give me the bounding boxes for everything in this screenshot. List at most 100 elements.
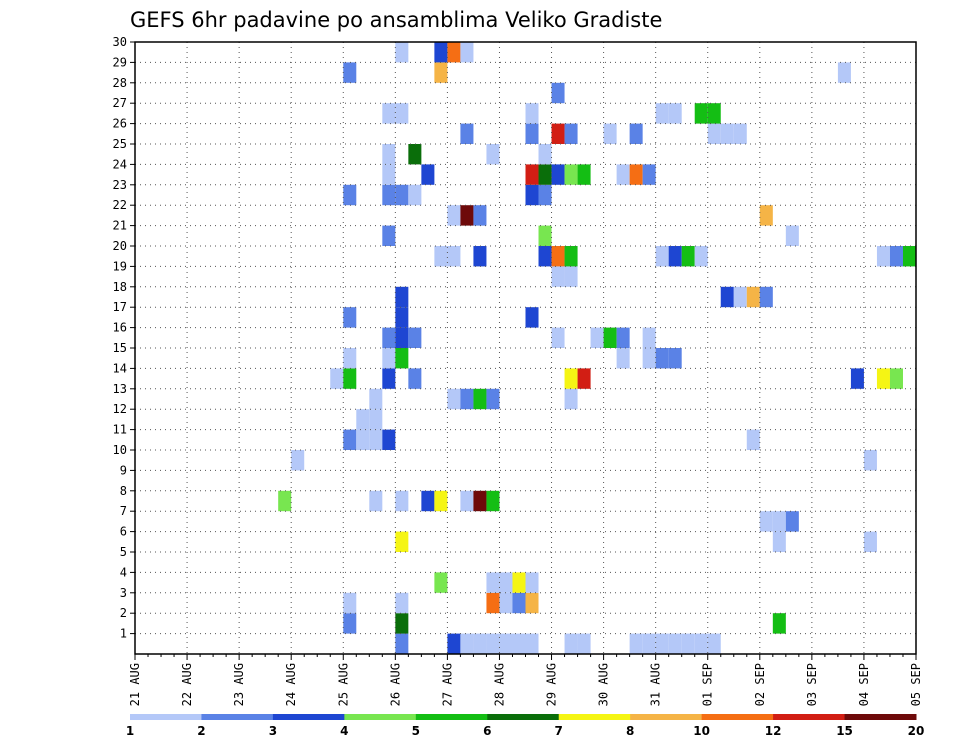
heatmap-cell xyxy=(772,613,786,634)
heatmap-cell xyxy=(512,572,526,593)
heatmap-cell xyxy=(564,164,578,185)
heatmap-cell xyxy=(473,633,487,654)
heatmap-cell xyxy=(616,164,630,185)
heatmap-cell xyxy=(551,123,565,144)
heatmap-cell xyxy=(551,164,565,185)
y-tick-label: 27 xyxy=(113,96,127,110)
heatmap-cell xyxy=(408,184,422,206)
heatmap-cell xyxy=(538,246,552,267)
heatmap-cell xyxy=(421,490,435,512)
heatmap-cell xyxy=(642,633,656,654)
heatmap-cell xyxy=(395,327,409,348)
heatmap-cell xyxy=(369,409,383,430)
heatmap-cell xyxy=(460,633,474,654)
colorbar-swatch xyxy=(558,714,631,720)
colorbar-label: 3 xyxy=(269,724,277,738)
heatmap-cell xyxy=(382,164,396,185)
y-tick-label: 17 xyxy=(113,300,127,314)
heatmap-cell xyxy=(343,613,357,634)
x-tick-label: 04 SEP xyxy=(857,663,871,706)
heatmap-cell xyxy=(369,388,383,410)
x-tick-label: 28 AUG xyxy=(492,663,506,706)
heatmap-cell xyxy=(382,327,396,348)
heatmap-cell xyxy=(837,62,851,83)
y-tick-label: 18 xyxy=(113,280,127,294)
y-tick-label: 6 xyxy=(120,525,127,539)
heatmap-cell xyxy=(668,103,682,124)
y-tick-label: 10 xyxy=(113,443,127,457)
y-tick-label: 11 xyxy=(113,423,127,437)
heatmap-cell xyxy=(538,144,552,165)
heatmap-cell xyxy=(486,144,500,165)
heatmap-cell xyxy=(395,613,409,634)
y-tick-label: 29 xyxy=(113,55,127,69)
heatmap-cell xyxy=(473,490,487,512)
heatmap-cell xyxy=(473,205,487,226)
y-tick-label: 8 xyxy=(120,484,127,498)
x-tick-label: 24 AUG xyxy=(284,663,298,706)
heatmap-cell xyxy=(616,327,630,348)
heatmap-cell xyxy=(564,246,578,267)
heatmap-cell xyxy=(564,633,578,654)
heatmap-cell xyxy=(460,123,474,144)
colorbar-label: 15 xyxy=(836,724,853,738)
heatmap-cell xyxy=(447,205,461,226)
y-tick-label: 15 xyxy=(113,341,127,355)
heatmap-cell xyxy=(564,368,578,389)
heatmap-cell xyxy=(447,633,461,654)
heatmap-cell xyxy=(486,633,500,654)
heatmap-cell xyxy=(434,246,448,267)
y-tick-label: 3 xyxy=(120,586,127,600)
heatmap-cell xyxy=(382,103,396,124)
heatmap-cell xyxy=(395,184,409,206)
heatmap-cell xyxy=(447,246,461,267)
x-tick-label: 30 AUG xyxy=(597,663,611,706)
heatmap-cell xyxy=(395,42,409,63)
heatmap-cell xyxy=(382,429,396,450)
heatmap-cell xyxy=(902,246,916,267)
heatmap-cell xyxy=(551,82,565,104)
y-tick-label: 24 xyxy=(113,157,127,171)
heatmap-cell xyxy=(876,246,890,267)
colorbar-swatch xyxy=(272,714,345,720)
heatmap-cell xyxy=(681,246,695,267)
heatmap-cell xyxy=(694,103,708,124)
heatmap-cell xyxy=(369,429,383,450)
heatmap-cell xyxy=(421,164,435,185)
x-tick-label: 27 AUG xyxy=(440,663,454,706)
heatmap-cell xyxy=(447,42,461,63)
heatmap-cell xyxy=(343,307,357,328)
heatmap-cell xyxy=(382,225,396,246)
x-tick-label: 22 AUG xyxy=(180,663,194,706)
heatmap-cell xyxy=(343,62,357,83)
heatmap-cell xyxy=(668,633,682,654)
x-tick-label: 26 AUG xyxy=(388,663,402,706)
colorbar-label: 2 xyxy=(197,724,205,738)
y-tick-label: 28 xyxy=(113,76,127,90)
heatmap-cell xyxy=(538,184,552,206)
heatmap-cell xyxy=(564,388,578,410)
y-tick-label: 14 xyxy=(113,361,127,375)
heatmap-cell xyxy=(655,348,669,369)
y-axis: 1234567891011121314151617181920212223242… xyxy=(113,35,135,641)
heatmap-cell xyxy=(512,633,526,654)
heatmap-cell xyxy=(408,144,422,165)
x-tick-label: 21 AUG xyxy=(128,663,142,706)
x-tick-label: 03 SEP xyxy=(805,663,819,706)
x-tick-label: 31 AUG xyxy=(649,663,663,706)
colorbar-label: 12 xyxy=(765,724,782,738)
colorbar-swatch xyxy=(844,714,917,720)
chart-title: GEFS 6hr padavine po ansamblima Veliko G… xyxy=(130,8,662,32)
heatmap-cell xyxy=(603,327,617,348)
colorbar-swatch xyxy=(773,714,846,720)
heatmap-cell xyxy=(629,123,643,144)
heatmap-cell xyxy=(434,42,448,63)
heatmap-cell xyxy=(629,633,643,654)
heatmap-cell xyxy=(681,633,695,654)
heatmap-cell xyxy=(642,327,656,348)
heatmap-cell xyxy=(525,572,539,593)
x-tick-label: 29 AUG xyxy=(545,663,559,706)
x-axis: 21 AUG 22 AUG 23 AUG 24 AUG 25 AUG 26 AUG 27 A… xyxy=(128,654,923,706)
heatmap-cell xyxy=(278,490,292,512)
